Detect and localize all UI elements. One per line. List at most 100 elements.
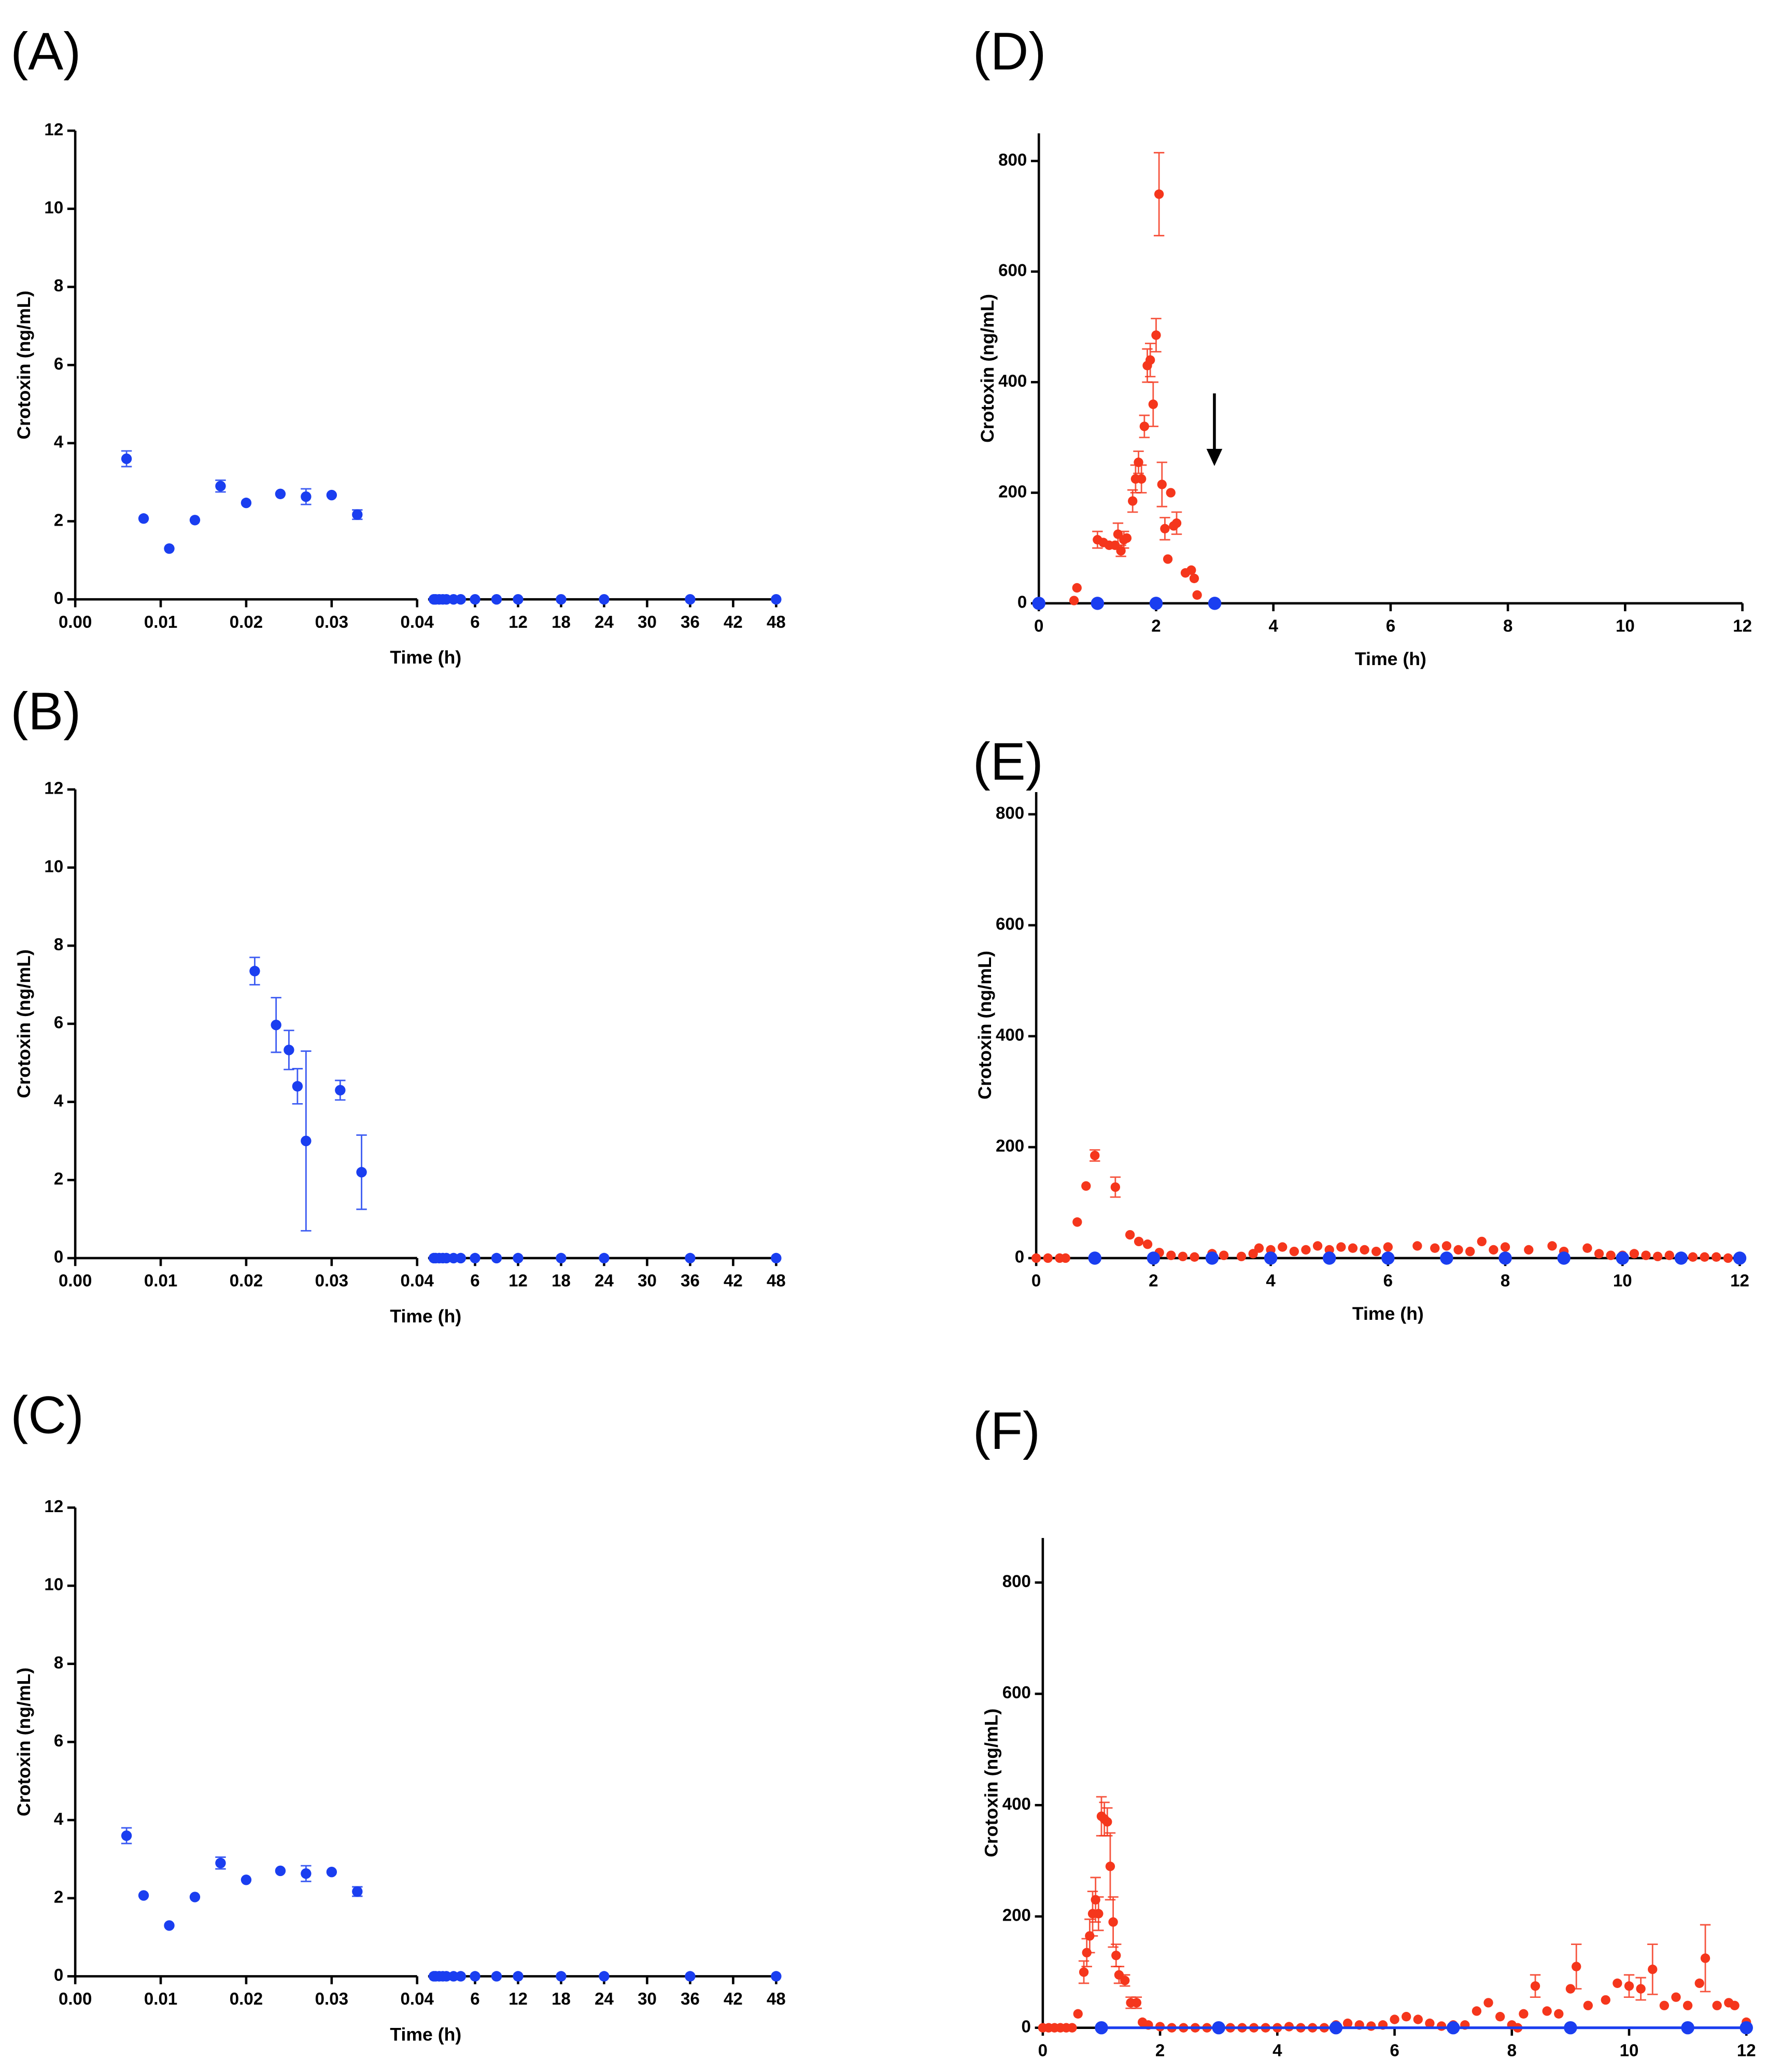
data-point [455, 594, 466, 605]
x-axis-title: Time (h) [390, 1306, 461, 1327]
data-point [1166, 488, 1176, 498]
x-tick-label: 6 [1386, 616, 1395, 636]
y-tick-label: 2 [54, 1169, 63, 1189]
y-tick-label: 0 [54, 1966, 63, 1985]
data-point [1208, 597, 1222, 610]
x-tick-label: 24 [595, 1272, 614, 1291]
y-tick-label: 4 [54, 433, 64, 452]
x-tick-label: 0.01 [144, 1272, 177, 1291]
data-point [1073, 2009, 1083, 2019]
x-tick-label: 12 [508, 613, 528, 632]
data-point [1079, 1967, 1089, 1977]
data-point [1171, 518, 1182, 528]
data-point [1694, 1978, 1704, 1988]
data-point [215, 481, 226, 491]
data-point [138, 1890, 149, 1901]
data-point [1091, 597, 1105, 610]
x-tick-label: 10 [1613, 1272, 1632, 1291]
data-point [1700, 1252, 1709, 1262]
y-tick-label: 8 [54, 935, 63, 954]
data-point [556, 1971, 567, 1982]
data-point [1289, 1246, 1299, 1257]
x-tick-label: 12 [1737, 2041, 1756, 2060]
data-point [1154, 189, 1164, 199]
data-point [164, 543, 175, 554]
data-point [1151, 330, 1161, 340]
data-point [1142, 1239, 1153, 1249]
data-point [1278, 1242, 1288, 1252]
y-tick-label: 10 [44, 1575, 63, 1595]
x-tick-label: 0.03 [315, 613, 348, 632]
x-tick-label: 0.03 [315, 1272, 348, 1291]
x-tick-label: 12 [1730, 1272, 1749, 1291]
panel-label: (E) [973, 732, 1043, 791]
y-tick-label: 200 [998, 482, 1027, 501]
data-point [556, 594, 567, 605]
data-point [1120, 1976, 1130, 1985]
data-point [1613, 1978, 1622, 1988]
x-tick-label: 0.04 [401, 613, 434, 632]
data-point [1557, 1251, 1571, 1265]
y-tick-label: 10 [44, 857, 63, 876]
data-point [1383, 1242, 1393, 1252]
data-point [121, 453, 132, 464]
data-point [1700, 1953, 1710, 1963]
data-point [1166, 1250, 1176, 1260]
data-point [164, 1920, 175, 1931]
data-point [1430, 1243, 1440, 1253]
y-tick-label: 4 [54, 1810, 64, 1829]
data-point [241, 1874, 252, 1885]
y-tick-label: 10 [44, 199, 63, 218]
data-point [771, 594, 782, 605]
x-tick-label: 24 [595, 613, 614, 632]
data-point [301, 491, 312, 502]
data-point [189, 1892, 201, 1902]
data-point [771, 1252, 782, 1264]
data-point [1090, 1150, 1100, 1161]
data-point [1565, 1984, 1576, 1994]
data-point [1636, 1984, 1646, 1994]
y-axis-title: Crotoxin (ng/mL) [13, 1668, 34, 1816]
y-tick-label: 800 [996, 804, 1024, 823]
x-tick-label: 30 [638, 1272, 657, 1291]
data-point [1606, 1250, 1616, 1260]
x-tick-label: 30 [638, 1990, 657, 2009]
data-point [470, 594, 480, 605]
data-point [1436, 2021, 1447, 2031]
x-axis-title: Time (h) [1355, 649, 1426, 669]
y-tick-label: 400 [996, 1026, 1024, 1045]
y-tick-label: 0 [54, 1248, 63, 1267]
x-tick-label: 24 [595, 1990, 614, 2009]
data-point [1137, 474, 1147, 484]
data-point [1147, 1251, 1161, 1265]
data-point [249, 966, 260, 977]
x-tick-label: 30 [638, 613, 657, 632]
data-point [1477, 1236, 1487, 1247]
data-point [513, 594, 524, 605]
data-point [1730, 2000, 1739, 2010]
data-point [1381, 1251, 1395, 1265]
data-point [1440, 1251, 1453, 1265]
data-point [1498, 1251, 1512, 1265]
x-tick-label: 0.00 [59, 1990, 92, 2009]
data-point [352, 1886, 363, 1897]
x-tick-label: 2 [1149, 1272, 1158, 1291]
y-tick-label: 8 [54, 1653, 63, 1672]
data-point [1032, 597, 1045, 610]
x-tick-label: 0.04 [401, 1272, 434, 1291]
data-point [599, 1252, 610, 1264]
y-axis-title: Crotoxin (ng/mL) [977, 294, 998, 443]
x-tick-label: 0.02 [230, 1272, 263, 1291]
data-point [1348, 1243, 1358, 1253]
data-point [1031, 1253, 1041, 1263]
data-point [513, 1252, 524, 1264]
data-point [271, 1020, 281, 1031]
data-point [1322, 1251, 1336, 1265]
x-tick-label: 0.01 [144, 1990, 177, 2009]
x-tick-label: 18 [551, 1272, 571, 1291]
data-point [1329, 2021, 1343, 2035]
data-point [1489, 1245, 1498, 1255]
x-tick-label: 6 [1390, 2041, 1399, 2060]
x-tick-label: 8 [1507, 2041, 1517, 2060]
